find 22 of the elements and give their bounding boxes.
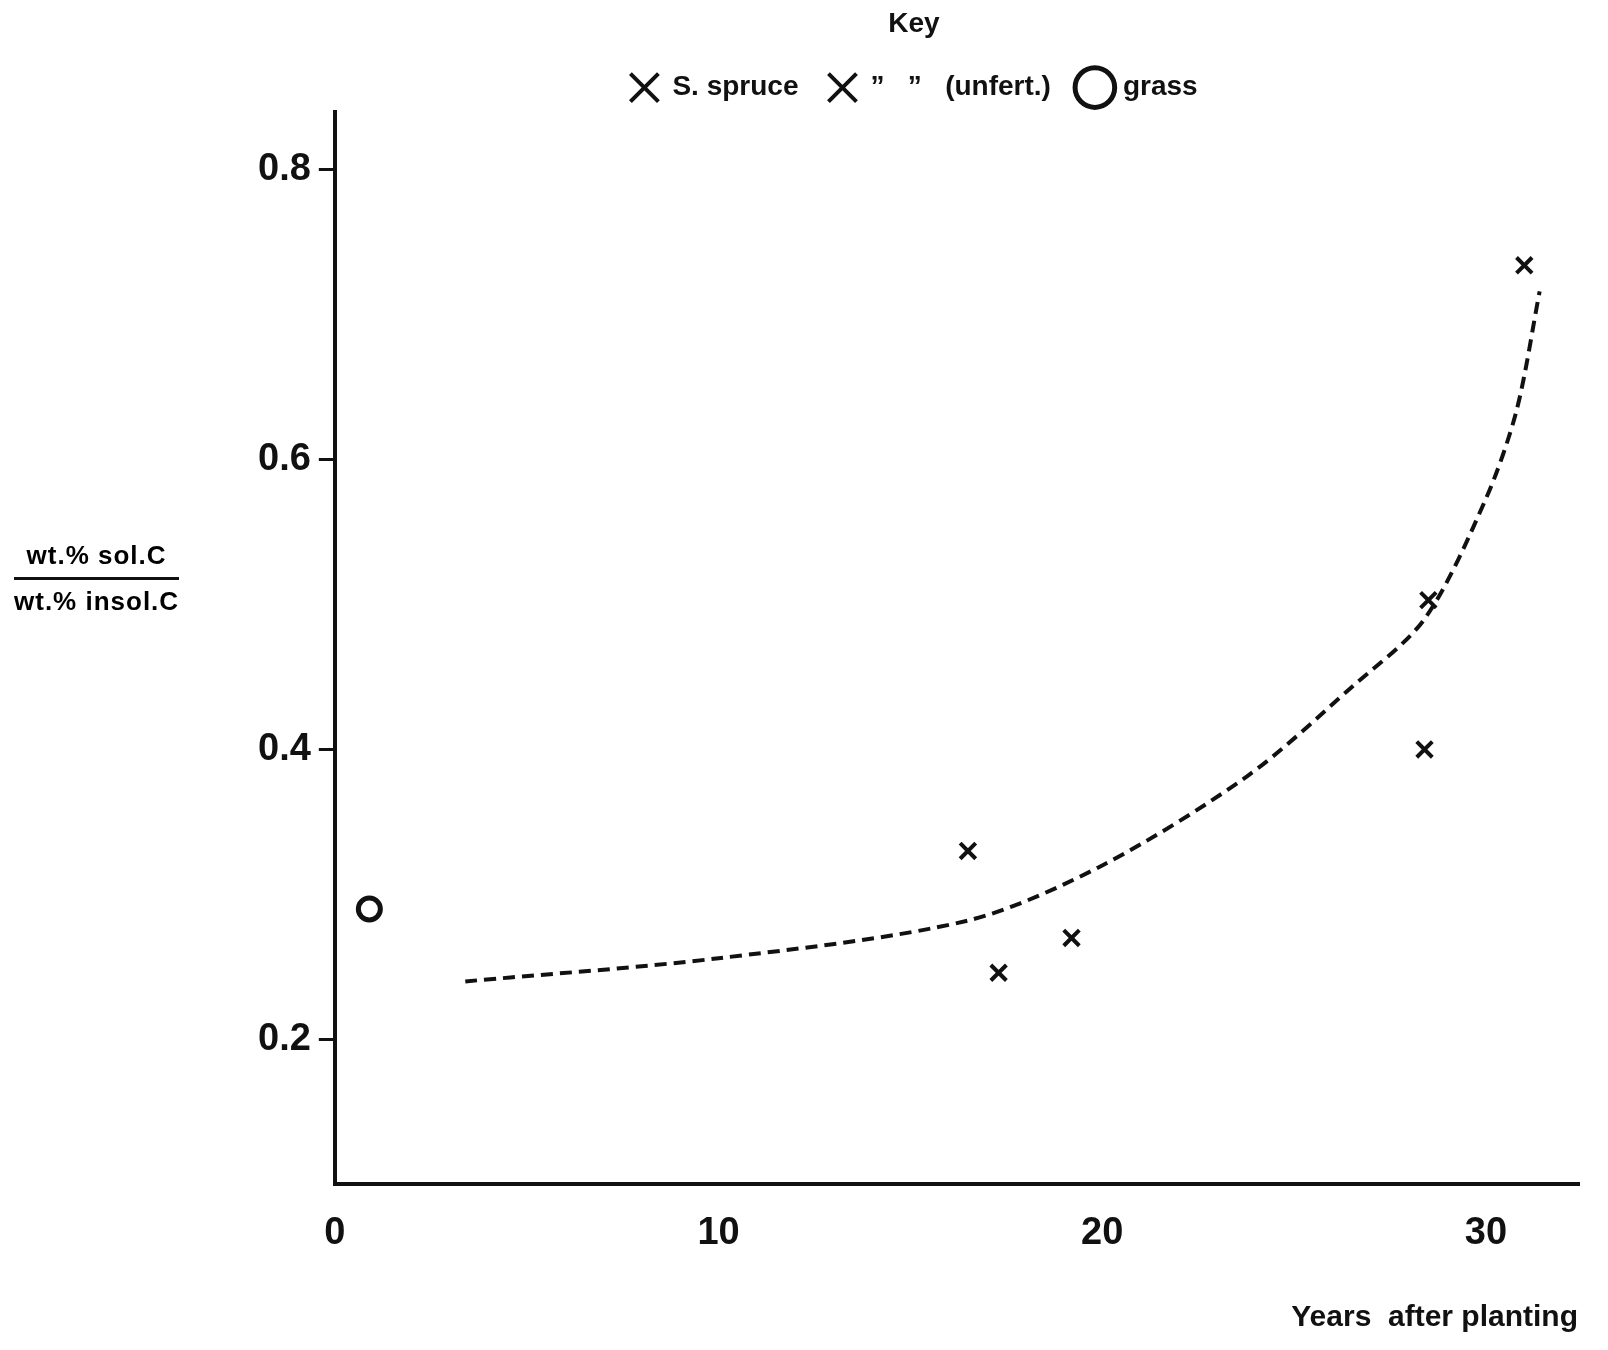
point	[988, 962, 1009, 983]
y-tick-label: 0.4	[258, 725, 311, 768]
legend-label: S. spruce	[672, 70, 799, 102]
point	[1514, 255, 1535, 276]
y-axis-title: wt.% sol.C wt.% insol.C	[14, 540, 180, 617]
point	[1418, 590, 1439, 610]
y-tick-label: 0.8	[258, 146, 311, 189]
y-tick-label: 0.6	[258, 436, 311, 479]
x-tick-label: 0	[324, 1209, 346, 1252]
legend-label: grass	[1122, 70, 1198, 102]
point	[1414, 739, 1435, 760]
legend-title: Key	[888, 6, 941, 38]
x-tick-label: 20	[1081, 1209, 1124, 1252]
y-tick-label: 0.2	[258, 1015, 311, 1058]
point	[958, 841, 978, 861]
point	[355, 895, 383, 923]
x-tick-label: 30	[1464, 1209, 1508, 1252]
point	[1061, 928, 1082, 948]
legend-label: ” ” (unfert.)	[870, 70, 1051, 102]
line-series	[463, 289, 1542, 984]
x-tick-label: 10	[697, 1209, 740, 1252]
x-axis-title: Years after planting	[1291, 1299, 1578, 1333]
